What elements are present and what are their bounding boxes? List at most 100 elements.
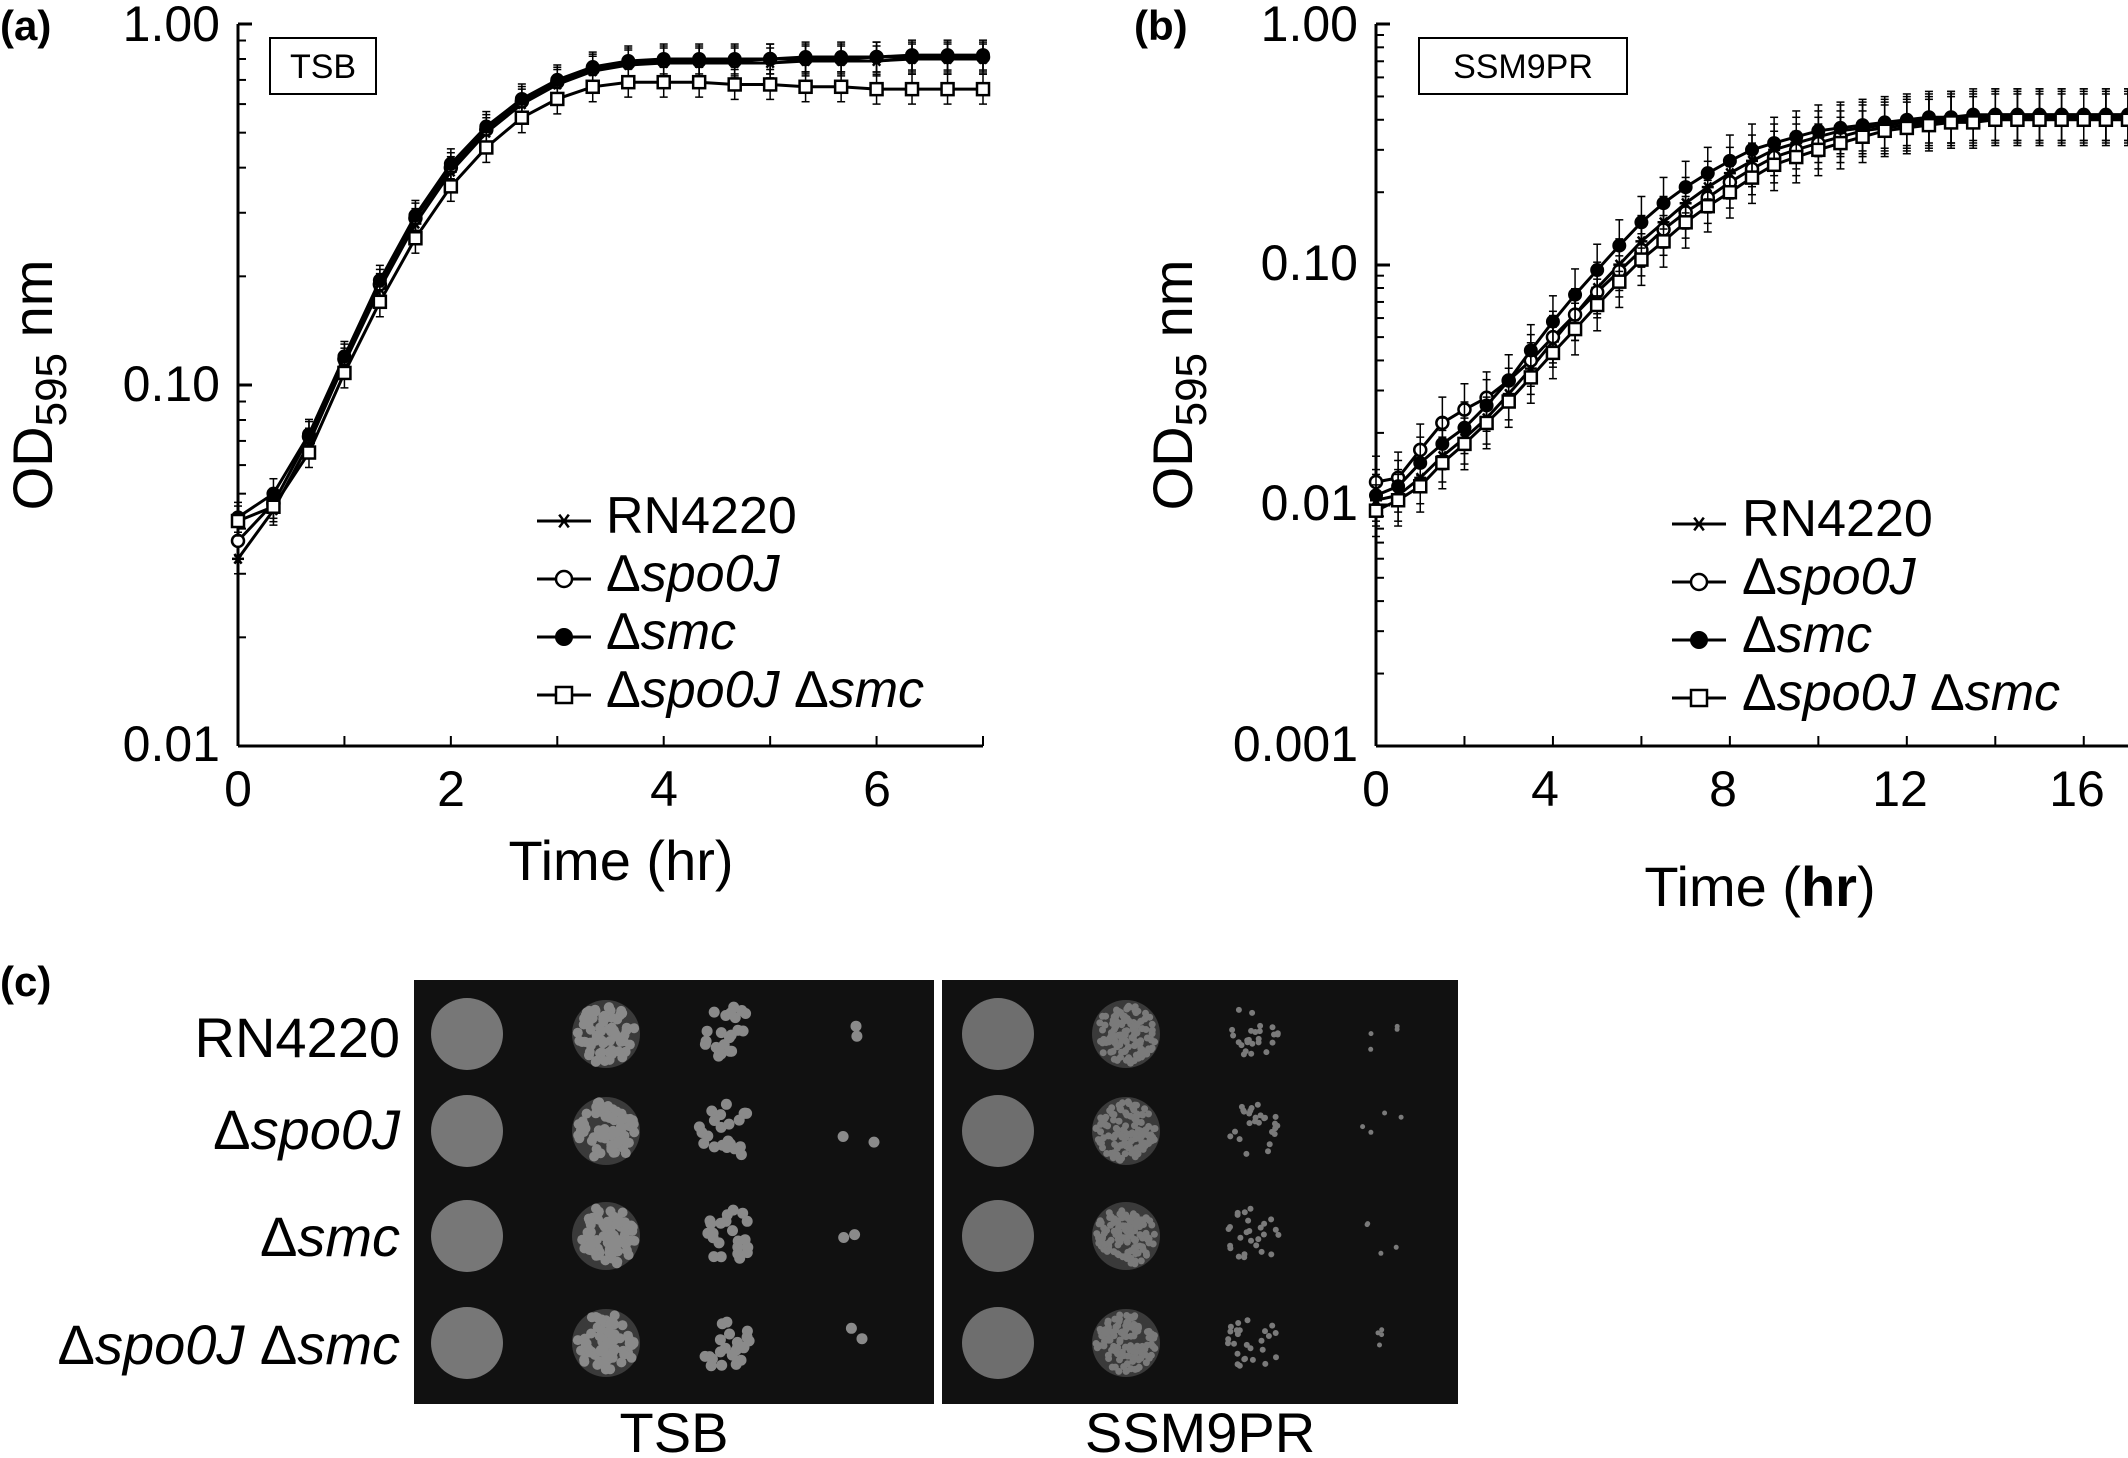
data-point-filled-circle bbox=[1634, 215, 1649, 230]
colony bbox=[615, 1122, 626, 1133]
data-point-filled-circle bbox=[555, 628, 573, 646]
colony bbox=[1116, 1338, 1124, 1346]
colony bbox=[1123, 1234, 1131, 1242]
data-point-filled-circle bbox=[869, 50, 884, 65]
legend-item: Δsmc bbox=[537, 603, 736, 661]
data-point-open-square bbox=[1390, 492, 1406, 508]
colony bbox=[1095, 1234, 1103, 1242]
colony bbox=[1104, 1319, 1112, 1327]
legend-marker-line bbox=[1672, 516, 1726, 532]
legend-label: Δspo0J bbox=[1742, 548, 1916, 606]
panel-b-xtick-4: 4 bbox=[1531, 761, 1559, 817]
colony bbox=[1092, 1340, 1100, 1347]
colony bbox=[605, 1364, 616, 1375]
colony bbox=[1134, 1327, 1142, 1335]
data-point-open-square bbox=[1766, 157, 1782, 173]
data-point-open-square bbox=[2054, 112, 2069, 128]
colony bbox=[1116, 1105, 1124, 1113]
colony bbox=[616, 1357, 627, 1368]
panel-a-series bbox=[230, 39, 991, 575]
colony bbox=[1118, 1037, 1126, 1044]
colony bbox=[1134, 1007, 1142, 1015]
plate-spots bbox=[431, 998, 1404, 1379]
colony bbox=[1252, 1118, 1258, 1125]
colony bbox=[593, 1207, 604, 1218]
colony bbox=[605, 1338, 615, 1349]
colony bbox=[1262, 1328, 1268, 1335]
colony bbox=[599, 1056, 610, 1066]
colony bbox=[1275, 1231, 1282, 1238]
colony bbox=[1142, 1048, 1150, 1056]
colony bbox=[1133, 1110, 1141, 1118]
legend-marker-line bbox=[1672, 631, 1726, 649]
colony bbox=[1111, 1363, 1119, 1371]
panel-b-letter: (b) bbox=[1134, 2, 1188, 49]
colony bbox=[1234, 1350, 1241, 1357]
colony bbox=[1274, 1122, 1281, 1129]
data-point-open-square bbox=[1788, 149, 1804, 165]
colony bbox=[1116, 1356, 1123, 1364]
colony bbox=[713, 1237, 725, 1249]
colony bbox=[604, 1113, 615, 1123]
colony bbox=[1142, 1359, 1150, 1367]
colony bbox=[577, 1037, 588, 1047]
colony bbox=[1121, 1012, 1128, 1020]
colony bbox=[1114, 1322, 1122, 1330]
colony bbox=[739, 1234, 751, 1246]
colony bbox=[856, 1333, 868, 1345]
colony bbox=[619, 1030, 630, 1041]
colony bbox=[629, 1127, 640, 1138]
data-point-open-square bbox=[2076, 112, 2092, 128]
panel-b-medium-tag: SSM9PR bbox=[1418, 37, 1628, 95]
colony bbox=[724, 1328, 735, 1340]
colony bbox=[714, 1334, 726, 1346]
colony bbox=[845, 1322, 857, 1334]
colony bbox=[1364, 1222, 1370, 1228]
colony bbox=[583, 1344, 594, 1354]
data-point-open-square bbox=[1501, 394, 1516, 409]
panel-a-xtick-4: 4 bbox=[650, 761, 678, 817]
colony bbox=[1098, 1332, 1106, 1340]
colony bbox=[1394, 1026, 1400, 1032]
data-point-open-square bbox=[1855, 129, 1870, 145]
data-point-open-square bbox=[1833, 135, 1848, 151]
colony bbox=[606, 1235, 617, 1246]
panel-a-xtick-6: 6 bbox=[863, 761, 891, 817]
data-point-filled-circle bbox=[976, 48, 990, 63]
colony bbox=[1111, 1039, 1119, 1047]
panel-a-ytick-0.10: 0.10 bbox=[123, 356, 220, 412]
colony bbox=[583, 1213, 594, 1224]
colony bbox=[1106, 1214, 1114, 1221]
colony bbox=[1268, 1251, 1275, 1258]
colony bbox=[1235, 1253, 1242, 1260]
colony bbox=[708, 1251, 720, 1263]
legend-marker-line bbox=[1672, 572, 1726, 592]
data-point-open-square bbox=[443, 179, 459, 194]
legend-label: Δspo0J Δsmc bbox=[1742, 664, 2060, 722]
colony bbox=[1243, 1150, 1250, 1157]
series-filled-circle bbox=[231, 39, 990, 534]
data-point-filled-circle bbox=[1568, 287, 1583, 302]
colony bbox=[1148, 1044, 1156, 1052]
panel-a-legend: RN4220 Δspo0J Δsmc Δspo0J Δsmc bbox=[537, 487, 924, 719]
series-open-circle bbox=[230, 41, 991, 557]
colony bbox=[719, 1342, 731, 1354]
plate-row-label: RN4220 bbox=[195, 1006, 400, 1069]
colony bbox=[629, 1023, 640, 1034]
colony bbox=[1121, 1328, 1129, 1336]
data-point-star bbox=[556, 513, 572, 529]
colony bbox=[1100, 1342, 1108, 1350]
colony bbox=[1263, 1049, 1270, 1056]
data-point-open-square bbox=[798, 79, 813, 95]
colony bbox=[591, 1144, 602, 1154]
plate-row-label: Δspo0J Δsmc bbox=[58, 1313, 400, 1376]
colony bbox=[708, 1141, 720, 1153]
colony bbox=[1225, 1340, 1231, 1347]
colony bbox=[624, 1039, 635, 1050]
colony bbox=[585, 1024, 596, 1035]
colony bbox=[707, 1227, 719, 1239]
legend-item: Δsmc bbox=[1672, 606, 1872, 664]
panel-b-legend: RN4220 Δspo0J Δsmc Δspo0J Δsmc bbox=[1672, 490, 2060, 722]
panel-b-y-ticks: 0.001 0.01 0.10 1.00 bbox=[1233, 0, 1390, 772]
